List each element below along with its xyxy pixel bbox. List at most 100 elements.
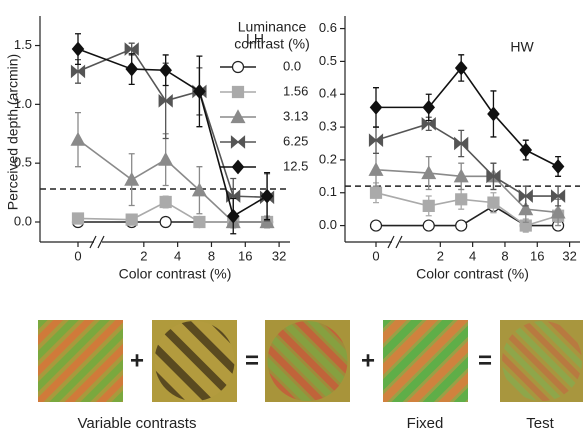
- series-line: [376, 66, 559, 168]
- marker: [193, 83, 206, 99]
- marker: [422, 199, 435, 212]
- legend-title: contrast (%): [234, 36, 309, 52]
- legend-label: 0.0: [283, 58, 301, 73]
- operator: =: [478, 347, 492, 374]
- series-line: [375, 122, 559, 197]
- marker: [71, 41, 85, 57]
- x-tick-label: 32: [562, 248, 576, 263]
- x-tick-label: 16: [530, 248, 544, 263]
- marker: [158, 151, 174, 166]
- marker: [124, 42, 139, 56]
- marker: [70, 131, 86, 146]
- marker: [159, 62, 172, 78]
- series-line: [77, 48, 268, 218]
- marker: [454, 60, 468, 76]
- grating: [502, 321, 582, 401]
- x-tick-label: 32: [272, 248, 286, 263]
- legend-label: 6.25: [283, 133, 308, 148]
- caption: Test: [526, 415, 554, 430]
- x-tick-label: 0: [372, 248, 379, 263]
- grating: [383, 320, 468, 402]
- x-tick-label: 0: [74, 248, 81, 263]
- grating: [267, 321, 348, 401]
- grating: [154, 321, 235, 401]
- x-tick-label: 16: [238, 248, 252, 263]
- y-axis-label: Perceived depth (arcmin): [5, 54, 21, 210]
- panel-label: LH: [246, 31, 264, 47]
- y-tick-label: 0.0: [319, 217, 337, 232]
- marker: [551, 159, 565, 174]
- x-axis-label: Color contrast (%): [119, 266, 232, 282]
- series-line: [77, 139, 268, 223]
- marker: [369, 99, 383, 115]
- marker: [70, 64, 86, 79]
- marker: [487, 106, 500, 122]
- marker: [191, 182, 207, 197]
- x-tick-label: 8: [501, 248, 508, 263]
- operator: +: [130, 347, 144, 374]
- marker: [368, 133, 384, 148]
- marker: [369, 186, 383, 199]
- marker: [487, 196, 500, 209]
- marker: [422, 99, 436, 115]
- marker: [519, 142, 533, 158]
- marker: [260, 188, 274, 204]
- y-tick-label: 1.5: [14, 37, 32, 52]
- y-tick-label: 0.2: [319, 151, 337, 166]
- marker: [226, 189, 241, 203]
- y-tick-label: 0.6: [319, 20, 337, 35]
- marker: [125, 213, 138, 226]
- axis-break: [387, 235, 403, 249]
- legend-marker: [231, 60, 245, 74]
- x-axis-label: Color contrast (%): [416, 266, 529, 282]
- legend-label: 3.13: [283, 108, 308, 123]
- y-tick-label: 0.1: [319, 184, 337, 199]
- legend-marker: [231, 85, 245, 99]
- x-tick-label: 2: [437, 248, 444, 263]
- y-tick-label: 0.5: [319, 53, 337, 68]
- x-tick-label: 4: [174, 248, 181, 263]
- marker: [369, 219, 383, 232]
- stimuli: [38, 320, 583, 402]
- y-tick-label: 0.0: [14, 213, 32, 228]
- y-tick-label: 0.4: [319, 86, 337, 101]
- marker: [455, 193, 468, 206]
- y-tick-label: 0.5: [14, 155, 32, 170]
- marker: [453, 168, 469, 183]
- legend-label: 1.56: [283, 83, 308, 98]
- marker: [550, 189, 566, 203]
- caption: Variable contrasts: [78, 415, 197, 430]
- legend-title: Luminance: [238, 19, 307, 35]
- marker: [259, 214, 275, 229]
- x-tick-label: 8: [208, 248, 215, 263]
- legend-marker: [230, 109, 246, 124]
- axis-break: [89, 235, 105, 249]
- marker: [71, 212, 85, 225]
- marker: [550, 204, 566, 219]
- x-tick-label: 4: [469, 248, 476, 263]
- marker: [124, 171, 140, 186]
- y-tick-label: 1.0: [14, 96, 32, 111]
- marker: [486, 169, 501, 184]
- series-line: [375, 168, 559, 214]
- marker: [125, 61, 138, 77]
- marker: [422, 219, 435, 232]
- marker: [518, 201, 534, 216]
- x-tick-label: 2: [140, 248, 147, 263]
- caption: Fixed: [407, 415, 444, 430]
- operator: =: [245, 347, 259, 374]
- grating: [38, 320, 123, 402]
- marker: [159, 215, 172, 229]
- marker: [518, 189, 533, 203]
- marker: [454, 136, 469, 151]
- panel-label: HW: [510, 39, 534, 55]
- marker: [421, 165, 437, 180]
- marker: [455, 219, 468, 232]
- legend-marker: [231, 159, 245, 175]
- y-tick-label: 0.3: [319, 119, 337, 134]
- marker: [193, 215, 206, 229]
- legend-marker: [230, 135, 246, 149]
- operator: +: [361, 347, 375, 374]
- marker: [158, 94, 173, 108]
